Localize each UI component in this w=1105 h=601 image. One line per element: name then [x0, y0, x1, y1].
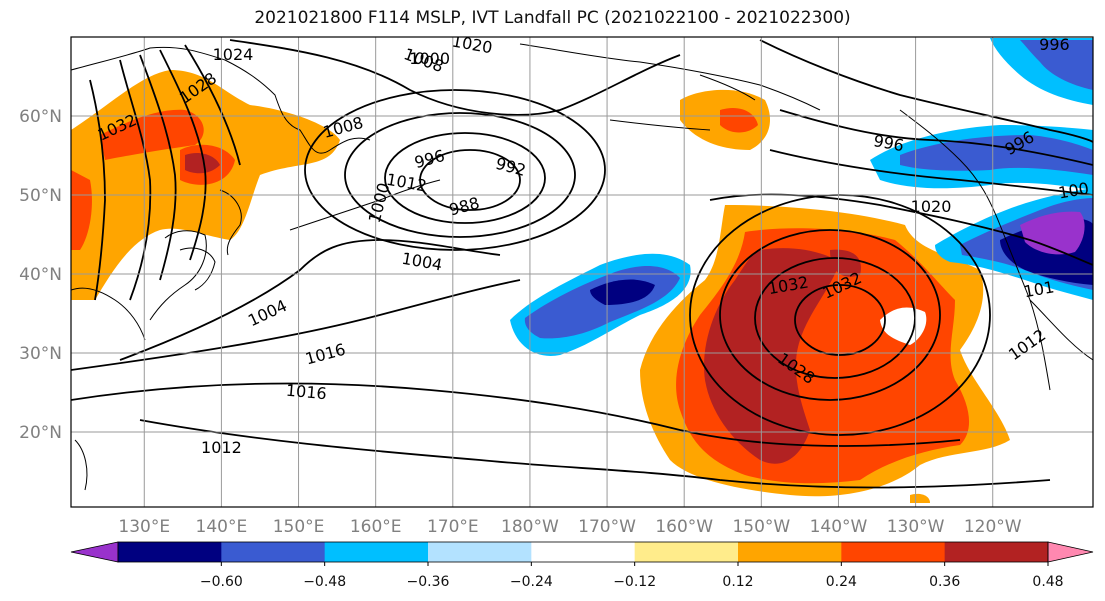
- colorbar-tick-label: −0.36: [407, 574, 450, 590]
- svg-text:996: 996: [1039, 35, 1070, 54]
- colorbar-tick-label: −0.12: [613, 574, 656, 590]
- colorbar-extend-low: [70, 541, 119, 563]
- isobar-label: 1000: [409, 49, 450, 68]
- colorbar-segment: [841, 542, 946, 562]
- map-frame: [70, 36, 1094, 508]
- latitude-label: 60°N: [19, 107, 62, 127]
- longitude-label: 150°W: [732, 517, 790, 537]
- colorbar-tick-label: −0.60: [200, 574, 243, 590]
- svg-text:1000: 1000: [409, 49, 450, 68]
- colorbar-tick-label: 0.36: [929, 574, 960, 590]
- isobar-label: 996: [1039, 35, 1070, 54]
- svg-text:1016: 1016: [285, 381, 327, 403]
- colorbar-segment: [118, 542, 222, 562]
- longitude-label: 130°E: [118, 517, 170, 537]
- longitude-label: 130°W: [887, 517, 945, 537]
- svg-text:1012: 1012: [201, 438, 242, 457]
- coastlines: [71, 43, 1093, 491]
- svg-text:1020: 1020: [911, 197, 952, 216]
- isobar-label: 1024: [213, 45, 254, 64]
- latitude-label: 40°N: [19, 265, 62, 285]
- map-title: 2021021800 F114 MSLP, IVT Landfall PC (2…: [254, 8, 851, 28]
- colorbar-tick-label: −0.24: [510, 574, 553, 590]
- colorbar-segment: [221, 542, 326, 562]
- colorbar-segment: [738, 542, 842, 562]
- latitude-labels: 60°N 50°N 40°N 30°N 20°N: [19, 107, 62, 443]
- longitude-label: 170°E: [427, 517, 479, 537]
- svg-text:1024: 1024: [213, 45, 254, 64]
- colorbar-tick-label: 0.48: [1032, 574, 1063, 590]
- colorbar-tick-label: 0.12: [722, 574, 753, 590]
- gridlines: [71, 37, 1093, 507]
- colorbar-segment: [634, 542, 739, 562]
- colorbar-segment: [324, 542, 429, 562]
- longitude-label: 180°W: [501, 517, 559, 537]
- longitude-label: 140°E: [196, 517, 248, 537]
- colorbar-tick-label: 0.24: [826, 574, 857, 590]
- colorbar-segment: [428, 542, 532, 562]
- latitude-label: 30°N: [19, 344, 62, 364]
- colorbar-tick-label: −0.48: [303, 574, 346, 590]
- longitude-labels: 130°E 140°E 150°E 160°E 170°E 180°W 170°W 160°W…: [118, 517, 1021, 537]
- longitude-label: 150°E: [273, 517, 325, 537]
- longitude-label: 120°W: [964, 517, 1022, 537]
- colorbar-segment: [531, 542, 636, 562]
- colorbar-extend-high: [1047, 541, 1094, 563]
- colorbar: −0.60 −0.48 −0.36 −0.24 −0.12 0.12 0.24 0.36 0.4…: [70, 541, 1094, 590]
- longitude-label: 170°W: [578, 517, 636, 537]
- colorbar-segment: [944, 542, 1049, 562]
- isobar-label: 1016: [285, 381, 327, 403]
- isobar-label: 1012: [201, 438, 242, 457]
- longitude-label: 160°E: [350, 517, 402, 537]
- latitude-label: 50°N: [19, 186, 62, 206]
- longitude-label: 140°W: [810, 517, 868, 537]
- latitude-label: 20°N: [19, 423, 62, 443]
- longitude-label: 160°W: [655, 517, 713, 537]
- isobar-label: 1020: [911, 197, 952, 216]
